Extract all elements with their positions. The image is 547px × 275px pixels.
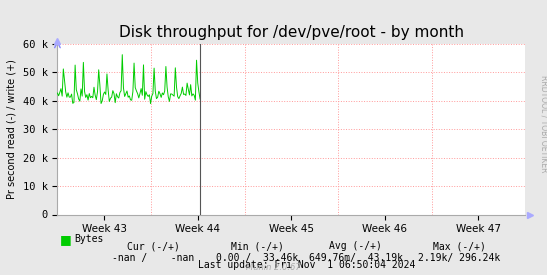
Text: 649.76m/  43.19k: 649.76m/ 43.19k <box>309 254 403 263</box>
Text: Min (-/+): Min (-/+) <box>231 241 283 251</box>
Text: Avg (-/+): Avg (-/+) <box>329 241 382 251</box>
Text: Munin 2.0.67: Munin 2.0.67 <box>246 263 301 272</box>
Text: Bytes: Bytes <box>74 234 103 244</box>
Text: 0.00 /  33.46k: 0.00 / 33.46k <box>216 254 298 263</box>
Text: RRDTOOL / TOBI OETIKER: RRDTOOL / TOBI OETIKER <box>540 75 547 172</box>
Text: -nan /    -nan: -nan / -nan <box>112 254 194 263</box>
Text: Last update: Fri Nov  1 06:50:04 2024: Last update: Fri Nov 1 06:50:04 2024 <box>197 260 415 270</box>
Text: 2.19k/ 296.24k: 2.19k/ 296.24k <box>418 254 501 263</box>
Text: Pr second read (-) / write (+): Pr second read (-) / write (+) <box>7 59 16 199</box>
Text: Cur (-/+): Cur (-/+) <box>127 241 179 251</box>
Text: ■: ■ <box>60 233 72 246</box>
Title: Disk throughput for /dev/pve/root - by month: Disk throughput for /dev/pve/root - by m… <box>119 25 464 40</box>
Text: Max (-/+): Max (-/+) <box>433 241 486 251</box>
